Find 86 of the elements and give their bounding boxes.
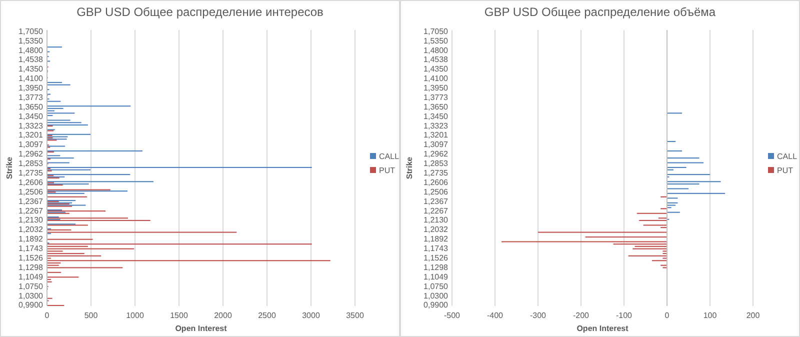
y-tick-label: 1,2506	[424, 187, 449, 196]
x-tick-label: 0	[664, 311, 670, 320]
x-tick-label: -500	[444, 311, 461, 320]
y-tick-label: 1,2267	[18, 206, 44, 216]
y-tick-label: 1,1298	[424, 262, 449, 272]
x-tick-label: 200	[746, 311, 760, 320]
y-tick-label: 1,3323	[18, 121, 44, 130]
y-tick-label: 1,1743	[18, 244, 44, 254]
y-tick-label: 1,4800	[424, 46, 449, 55]
y-tick-label: 1,2606	[424, 178, 449, 187]
chart-title: GBP USD Общее распределение объёма	[484, 5, 716, 19]
y-tick-label: 1,0750	[424, 282, 449, 291]
legend-label: PUT	[777, 166, 794, 175]
x-tick-label: 500	[84, 311, 98, 320]
legend-label: PUT	[379, 166, 396, 175]
y-tick-label: 1,2735	[424, 168, 449, 178]
x-tick-label: 1000	[126, 311, 144, 320]
chart-title: GBP USD Общее распределение интересов	[76, 5, 324, 19]
y-tick-label: 1,2853	[18, 159, 44, 168]
y-tick-label: 1,1743	[424, 244, 449, 254]
y-tick-label: 1,3773	[424, 92, 449, 102]
y-tick-label: 1,5350	[424, 36, 449, 46]
y-tick-label: 1,1892	[424, 234, 449, 244]
x-tick-label: -400	[486, 311, 504, 320]
y-axis-title: Strike	[5, 156, 14, 180]
y-tick-label: 1,2032	[424, 225, 449, 234]
x-tick-label: 1500	[170, 311, 188, 320]
y-tick-label: 1,3650	[18, 102, 44, 112]
y-tick-label: 1,0300	[424, 291, 449, 300]
x-axis-title: Open Interest	[576, 324, 629, 333]
y-tick-label: 1,2367	[18, 196, 44, 206]
y-tick-label: 1,3650	[424, 102, 449, 112]
x-tick-label: 3500	[346, 311, 364, 320]
x-tick-label: 3000	[302, 311, 320, 320]
x-tick-label: -300	[530, 311, 547, 320]
y-axis-title: Strike	[405, 156, 414, 180]
y-tick-label: 1,2506	[18, 187, 44, 196]
legend-label: CALL	[379, 152, 400, 161]
y-tick-label: 1,3773	[18, 92, 44, 102]
y-tick-label: 1,2130	[424, 216, 449, 225]
y-tick-label: 1,4538	[18, 55, 44, 64]
y-tick-label: 1,1298	[18, 262, 44, 272]
y-tick-label: 0,9900	[18, 300, 44, 310]
y-tick-label: 1,3201	[424, 130, 449, 140]
y-tick-label: 1,2853	[424, 159, 449, 168]
y-tick-label: 1,2367	[424, 196, 449, 206]
y-tick-label: 1,2962	[424, 150, 449, 159]
y-tick-label: 1,3450	[424, 112, 449, 121]
y-tick-label: 1,2735	[18, 168, 44, 178]
y-tick-label: 1,0750	[18, 282, 44, 291]
x-tick-label: 2000	[214, 311, 232, 320]
y-tick-label: 1,1049	[424, 272, 449, 282]
y-tick-label: 1,4538	[424, 55, 449, 64]
y-tick-label: 1,3201	[18, 130, 44, 140]
y-tick-label: 1,3950	[424, 84, 449, 93]
y-tick-label: 1,7050	[18, 26, 44, 36]
y-tick-label: 1,4800	[18, 46, 44, 55]
y-tick-label: 1,2130	[18, 216, 44, 225]
y-tick-label: 1,2267	[424, 206, 449, 216]
y-tick-label: 1,3450	[18, 112, 44, 121]
y-tick-label: 1,1526	[18, 254, 44, 263]
y-tick-label: 0,9900	[424, 300, 449, 310]
x-tick-label: 2500	[258, 311, 276, 320]
y-tick-label: 1,1526	[424, 254, 449, 263]
y-tick-label: 1,1892	[18, 234, 44, 244]
x-tick-label: -200	[572, 311, 590, 320]
y-tick-label: 1,2962	[18, 150, 44, 159]
y-tick-label: 1,7050	[424, 26, 449, 36]
x-tick-label: 100	[703, 311, 718, 320]
y-tick-label: 1,2606	[18, 178, 44, 187]
y-tick-label: 1,4350	[18, 64, 44, 74]
y-tick-label: 1,4100	[424, 74, 449, 84]
y-tick-label: 1,3950	[18, 84, 44, 93]
y-tick-label: 1,3323	[424, 121, 449, 130]
x-tick-label: 0	[44, 311, 50, 320]
y-tick-label: 1,4350	[424, 64, 449, 74]
x-tick-label: -100	[616, 311, 633, 320]
x-axis-title: Open Interest	[175, 324, 228, 333]
y-tick-label: 1,3097	[424, 140, 449, 150]
y-tick-label: 1,5350	[18, 36, 44, 46]
y-tick-label: 1,3097	[18, 140, 44, 150]
y-tick-label: 1,4100	[18, 74, 44, 84]
y-tick-label: 1,2032	[18, 225, 44, 234]
y-tick-label: 1,0300	[18, 291, 44, 300]
y-tick-label: 1,1049	[18, 272, 44, 282]
legend-label: CALL	[777, 152, 798, 161]
